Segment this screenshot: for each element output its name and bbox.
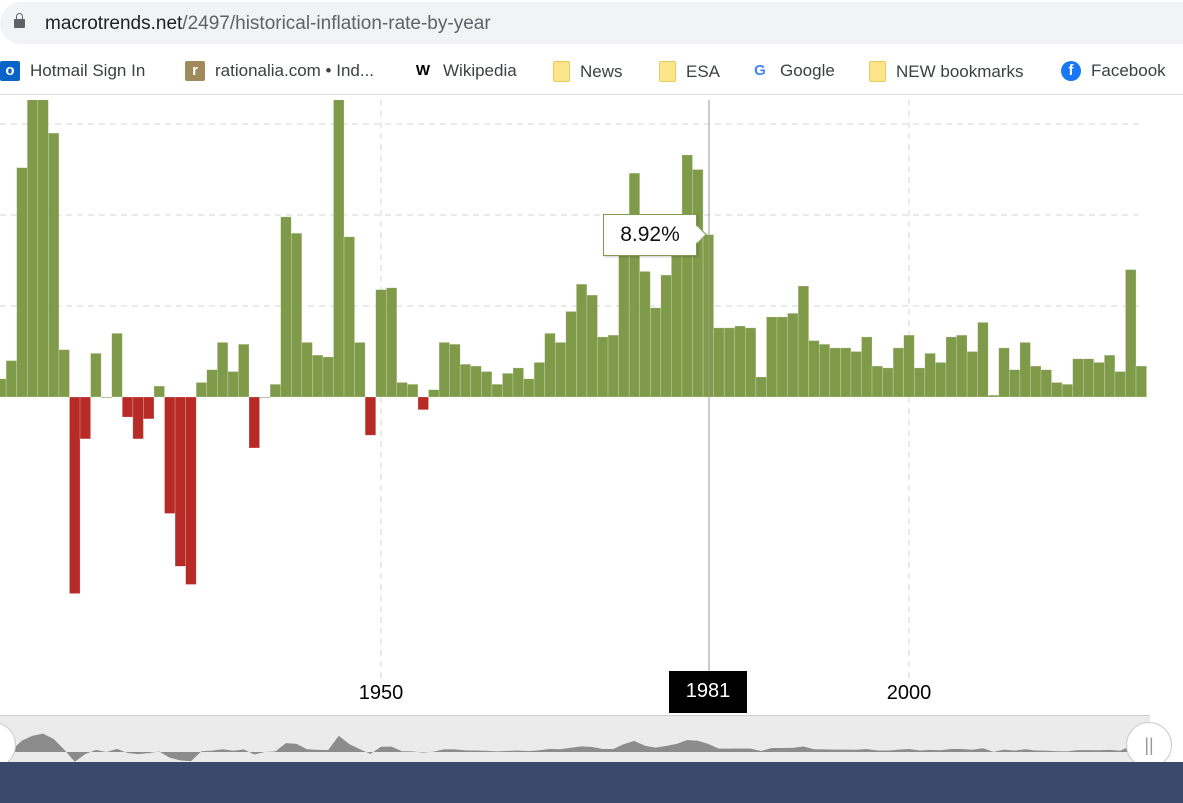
bar-1960 — [481, 371, 493, 398]
bar-1919 — [48, 132, 60, 398]
outlook-icon: o — [0, 61, 20, 81]
footer-banner — [0, 762, 1183, 803]
bookmark-item[interactable]: W Wikipedia — [413, 61, 517, 81]
address-bar[interactable]: macrotrends.net/2497/historical-inflatio… — [0, 2, 1183, 44]
bar-1948 — [354, 342, 366, 398]
bookmark-label: NEW bookmarks — [896, 61, 1024, 81]
bar-1924 — [100, 396, 113, 399]
plot-area — [0, 100, 1147, 680]
x-tick-label: 2000 — [886, 682, 932, 704]
bookmark-label: Wikipedia — [443, 61, 517, 80]
google-icon: G — [754, 62, 766, 79]
bar-1975 — [639, 271, 651, 398]
bar-1922 — [79, 396, 91, 440]
wikipedia-icon: W — [415, 62, 431, 79]
bar-1934 — [206, 369, 218, 398]
folder-icon — [659, 61, 676, 82]
bar-2021 — [1125, 269, 1137, 398]
bookmark-label: Facebook — [1091, 61, 1166, 80]
bookmarks-bar: o Hotmail Sign In r rationalia.com • Ind...… — [0, 50, 1183, 95]
bookmark-item[interactable]: o Hotmail Sign In — [0, 61, 145, 81]
bar-1938 — [248, 396, 260, 449]
bar-1985 — [745, 327, 757, 398]
bar-1932 — [185, 396, 197, 585]
navigator-area — [0, 733, 1142, 762]
bookmark-label: Google — [780, 61, 835, 80]
bar-1935 — [217, 342, 229, 398]
bookmark-item[interactable]: r rationalia.com • Ind... — [185, 61, 374, 81]
bar-1944 — [312, 354, 324, 398]
x-tick-label: 1950 — [358, 682, 404, 704]
bar-1928 — [143, 396, 155, 420]
bookmark-item[interactable]: f Facebook — [1061, 61, 1166, 81]
bar-1929 — [153, 385, 165, 398]
bookmark-label: rationalia.com • Ind... — [215, 61, 375, 80]
bar-1939 — [259, 396, 271, 399]
bookmark-label: News — [580, 61, 623, 81]
navigator-right-handle[interactable]: || — [1126, 722, 1172, 768]
bookmark-label: Hotmail Sign In — [30, 61, 146, 80]
value-tooltip: 8.92% — [603, 214, 697, 256]
bookmark-label: ESA — [686, 61, 721, 81]
bar-1942 — [290, 232, 303, 398]
bar-1981 — [702, 234, 714, 398]
bar-2000 — [903, 334, 915, 398]
bar-1946 — [333, 100, 345, 398]
bar-1923 — [90, 353, 102, 398]
bookmark-item[interactable]: ESA — [659, 61, 720, 82]
folder-icon — [869, 61, 886, 82]
lock-icon — [14, 13, 25, 28]
bar-1953 — [407, 383, 419, 398]
bar-1921 — [69, 396, 81, 594]
bar-1949 — [364, 396, 377, 436]
bar-1954 — [417, 396, 429, 411]
url-path: /2497/historical-inflation-rate-by-year — [182, 13, 491, 34]
folder-icon — [553, 61, 570, 82]
url-text[interactable]: macrotrends.net/2497/historical-inflatio… — [45, 13, 491, 35]
bookmark-item[interactable]: NEW bookmarks — [869, 61, 1024, 82]
bookmark-item[interactable]: News — [553, 61, 623, 82]
bar-2022 — [1135, 365, 1147, 398]
bar-1937 — [238, 343, 250, 398]
rationalia-icon: r — [185, 61, 205, 81]
crosshair-year-label: 1981 — [669, 671, 747, 713]
url-domain: macrotrends.net — [45, 13, 183, 34]
bookmark-item[interactable]: G Google — [750, 61, 835, 81]
bar-1925 — [111, 332, 123, 398]
bar-1920 — [58, 349, 70, 398]
bar-1947 — [343, 236, 355, 398]
facebook-icon: f — [1061, 61, 1081, 81]
bar-1956 — [438, 342, 450, 398]
bar-2007 — [977, 322, 989, 398]
bar-1951 — [385, 287, 398, 398]
